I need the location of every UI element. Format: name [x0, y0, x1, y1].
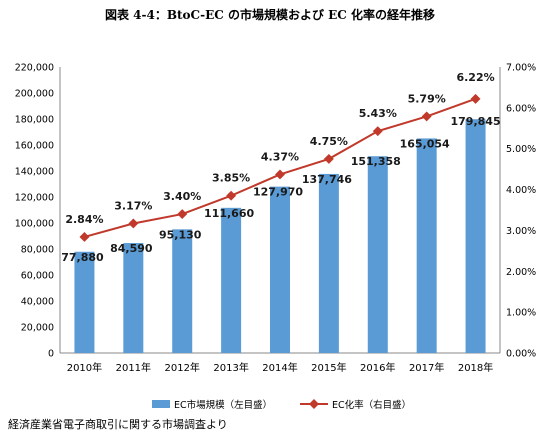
y-left-tick-label: 140,000 — [15, 167, 54, 178]
x-tick-label: 2014年 — [262, 361, 297, 374]
x-tick-label: 2010年 — [67, 361, 102, 374]
line-marker — [275, 169, 285, 180]
y-left-tick-label: 120,000 — [15, 193, 54, 204]
line-marker — [79, 232, 90, 242]
y-right-tick-label: 4.00% — [506, 185, 536, 196]
y-left-tick-label: 60,000 — [21, 271, 54, 282]
source-note: 経済産業省電子商取引に関する市場調査より — [8, 418, 228, 431]
legend-swatch-bar — [152, 400, 170, 408]
y-left-tick-label: 80,000 — [21, 245, 54, 256]
x-tick-label: 2013年 — [213, 361, 248, 374]
y-left-tick-label: 220,000 — [15, 63, 54, 74]
bar — [74, 251, 95, 353]
line-data-label: 4.75% — [310, 135, 348, 148]
line-marker — [421, 111, 432, 122]
x-tick-label: 2015年 — [311, 361, 346, 374]
line-data-label: 3.17% — [114, 199, 152, 212]
line-marker — [372, 126, 383, 137]
y-left-tick-label: 160,000 — [15, 141, 54, 152]
bar-data-label: 84,590 — [110, 242, 153, 255]
y-left-tick-label: 180,000 — [15, 115, 54, 126]
bar — [367, 156, 388, 353]
y-left-tick-label: 200,000 — [15, 89, 54, 100]
line-data-label: 5.79% — [408, 92, 446, 105]
line-marker — [323, 153, 334, 164]
line-marker — [128, 218, 139, 229]
bar — [221, 207, 242, 353]
x-tick-label: 2017年 — [409, 361, 444, 374]
line-data-label: 5.43% — [359, 107, 397, 120]
bar-data-label: 111,660 — [204, 207, 254, 220]
bar — [465, 119, 486, 353]
bar-data-label: 127,970 — [253, 186, 303, 199]
bar — [318, 173, 339, 353]
bar-data-label: 165,054 — [400, 137, 450, 150]
chart-title: 図表 4-4：BtoC-EC の市場規模および EC 化率の経年推移 — [104, 8, 435, 22]
legend-label-line: EC化率（右目盛） — [332, 399, 411, 411]
bar-data-label: 77,880 — [61, 251, 104, 264]
bar-data-label: 151,358 — [351, 155, 401, 168]
x-tick-label: 2012年 — [164, 361, 199, 374]
line-marker — [470, 93, 481, 104]
bar-data-label: 179,845 — [451, 115, 501, 128]
x-tick-label: 2018年 — [458, 361, 493, 374]
bar — [270, 186, 290, 353]
y-right-tick-label: 0.00% — [506, 349, 536, 360]
bar — [172, 229, 193, 353]
y-right-tick-label: 6.00% — [506, 103, 536, 114]
bar — [123, 243, 144, 353]
y-left-tick-label: 0 — [48, 349, 54, 360]
legend-label-bar: EC市場規模（左目盛） — [174, 399, 272, 411]
legend-marker-line — [309, 399, 319, 409]
line-data-label: 4.37% — [261, 150, 299, 163]
y-right-tick-label: 5.00% — [506, 144, 536, 155]
bar-data-label: 137,746 — [302, 173, 352, 186]
y-right-tick-label: 3.00% — [506, 226, 536, 237]
line-data-label: 3.40% — [163, 190, 201, 203]
y-right-tick-label: 2.00% — [506, 267, 536, 278]
line-data-label: 3.85% — [212, 172, 250, 185]
x-tick-label: 2016年 — [360, 361, 395, 374]
y-right-tick-label: 7.00% — [506, 63, 536, 74]
line-marker — [226, 190, 237, 201]
line-data-label: 6.22% — [456, 71, 494, 84]
y-left-tick-label: 20,000 — [21, 323, 54, 334]
x-tick-label: 2011年 — [116, 361, 151, 374]
line-data-label: 2.84% — [65, 213, 103, 226]
bar — [416, 138, 437, 353]
y-left-tick-label: 40,000 — [21, 297, 54, 308]
y-left-tick-label: 100,000 — [15, 219, 54, 230]
line-marker — [177, 209, 188, 220]
bar-data-label: 95,130 — [159, 228, 202, 241]
y-right-tick-label: 1.00% — [506, 308, 536, 319]
